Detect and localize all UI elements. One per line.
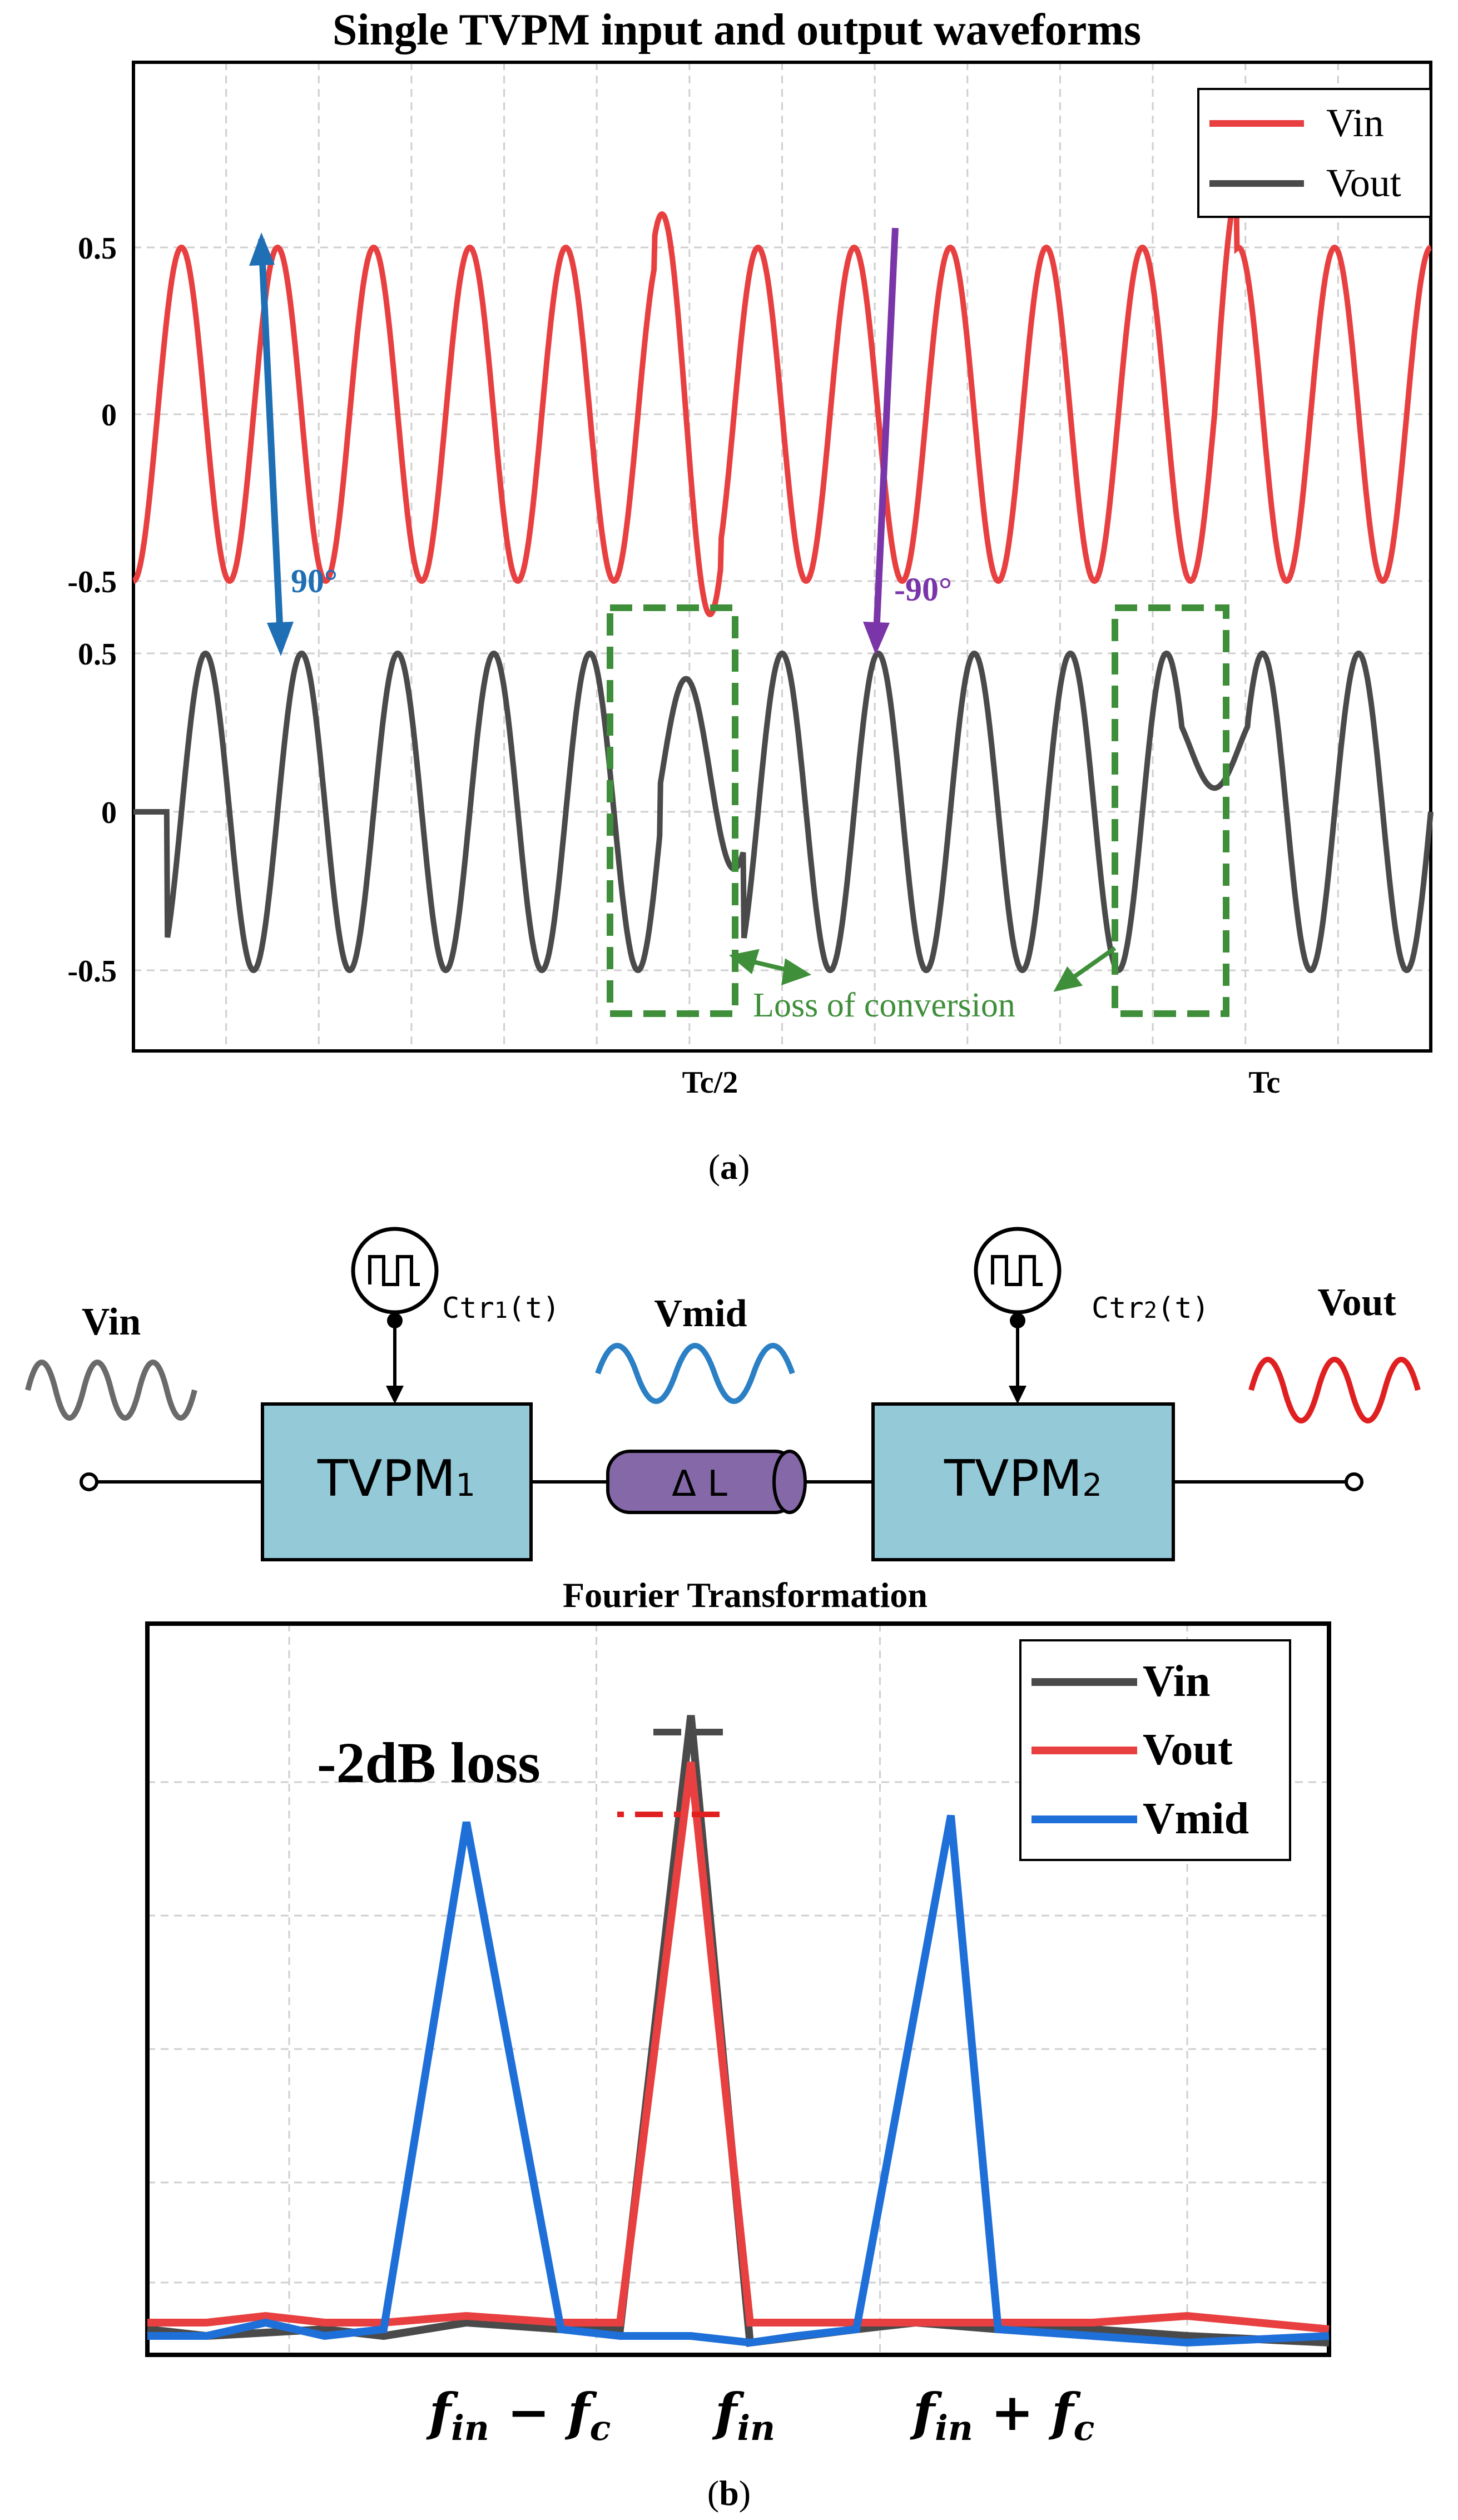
legend-vout: Vout — [1143, 1725, 1233, 1774]
phase-label-90: 90° — [291, 563, 338, 599]
chart-a-frame — [132, 61, 1432, 1053]
loss-db-label: -2dB loss — [317, 1731, 540, 1795]
chart-b-legend: Vin Vout Vmid — [1019, 1639, 1291, 1861]
chart-a-legend: Vin Vout — [1197, 88, 1432, 218]
x-tick-label: Tc/2 — [682, 1065, 738, 1100]
series-vout-line — [133, 650, 1434, 974]
legend-vin: Vin — [1326, 101, 1384, 145]
ctr1-arrow — [386, 1386, 404, 1404]
x-tick-label: Tc — [1248, 1065, 1280, 1100]
tvpm2-block — [871, 1402, 1175, 1561]
loss-box-2 — [1112, 604, 1229, 1017]
xtick-fin-minus-fc: fin − fc — [426, 2382, 611, 2448]
y-tick-label: 0 — [101, 398, 117, 433]
series-vout-line — [147, 1762, 1330, 2333]
y-tick-label: -0.5 — [67, 565, 117, 599]
y-tick-label: 0 — [101, 796, 117, 830]
loss-label: Loss of conversion — [753, 986, 1015, 1024]
legend-vout: Vout — [1326, 161, 1401, 205]
xtick-fin: fin — [712, 2382, 775, 2448]
chart-a-y-ticks: 0.5 0 -0.5 0.5 0 -0.5 — [67, 231, 117, 989]
ctr1-source-icon — [351, 1227, 439, 1314]
tvpm1-block — [261, 1402, 533, 1561]
phase-arrow-90 — [249, 232, 294, 656]
phase-label-minus-90: -90° — [894, 571, 952, 608]
caption-b: (b) — [707, 2473, 751, 2513]
chart-b-title: Fourier Transformation — [563, 1575, 928, 1615]
vin-wave-icon — [25, 1360, 197, 1421]
tvpm1-label: TVPM1 — [317, 1450, 475, 1508]
ctr2-source-icon — [974, 1227, 1062, 1314]
delay-line-icon — [606, 1450, 807, 1514]
output-terminal — [1345, 1472, 1363, 1491]
legend-vin: Vin — [1143, 1657, 1211, 1706]
y-tick-label: 0.5 — [78, 231, 117, 266]
vout-label: Vout — [1317, 1281, 1396, 1324]
ctr2-arrow — [1009, 1386, 1026, 1404]
vout-wave-icon — [1248, 1357, 1421, 1423]
chart-b-x-ticks: fin − fc fin fin + fc — [426, 2382, 1095, 2448]
ctr1-label: Ctr1(t) — [442, 1292, 560, 1325]
chart-a-series — [132, 191, 1434, 974]
series-vmid-line — [147, 1814, 1330, 2347]
square-wave-icon — [991, 1255, 1043, 1286]
vmid-wave-icon — [595, 1343, 795, 1404]
caption-a: (a) — [708, 1147, 750, 1187]
loss-arrows — [729, 946, 1117, 992]
chart-a-title: Single TVPM input and output waveforms — [333, 6, 1141, 54]
legend-vmid: Vmid — [1143, 1794, 1249, 1843]
delay-label: Δ L — [672, 1464, 727, 1505]
ctr2-label: Ctr2(t) — [1092, 1292, 1209, 1325]
input-terminal — [80, 1472, 98, 1491]
square-wave-icon — [368, 1255, 420, 1286]
tvpm2-label: TVPM2 — [944, 1450, 1102, 1508]
phase-arrow-minus-90 — [863, 227, 899, 655]
series-vin-line — [132, 191, 1432, 618]
vin-label: Vin — [82, 1301, 141, 1343]
signal-chain-diagram: Vin TVPM1 Ctr1(t) Vmid Δ L TVPM2 Ctr2(t)… — [25, 1227, 1421, 1561]
chart-b-series — [147, 1715, 1330, 2347]
y-tick-label: -0.5 — [67, 954, 117, 989]
xtick-fin-plus-fc: fin + fc — [910, 2382, 1095, 2448]
y-tick-label: 0.5 — [78, 637, 117, 672]
chart-a-x-ticks: Tc/2 Tc — [682, 1065, 1281, 1100]
vmid-label: Vmid — [654, 1292, 747, 1335]
chart-b-frame — [145, 1621, 1331, 2357]
